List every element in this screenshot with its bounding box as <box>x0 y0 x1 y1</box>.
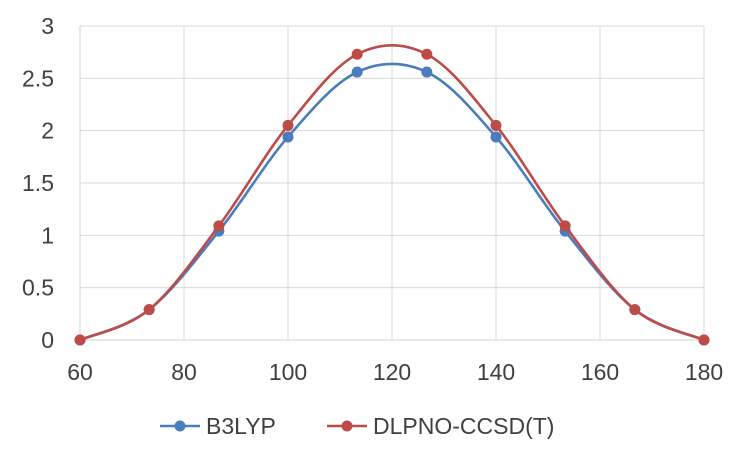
data-point <box>351 66 363 78</box>
data-point <box>490 119 502 131</box>
legend-entry: DLPNO-CCSD(T) <box>327 413 554 439</box>
data-point <box>351 48 363 60</box>
y-tick-label: 0 <box>41 327 54 353</box>
data-point <box>143 304 155 316</box>
x-tick-label: 60 <box>67 359 93 385</box>
y-tick-label: 2 <box>41 118 54 144</box>
data-point <box>213 220 225 232</box>
x-tick-label: 120 <box>373 359 411 385</box>
x-tick-label: 140 <box>477 359 515 385</box>
x-tick-label: 80 <box>171 359 197 385</box>
legend-label: B3LYP <box>206 413 276 439</box>
data-point <box>421 48 433 60</box>
x-tick-labels: 60 80 100 120 140 160 180 <box>67 359 723 385</box>
data-point <box>421 66 433 78</box>
legend-entry: B3LYP <box>160 413 276 439</box>
x-tick-label: 160 <box>581 359 619 385</box>
x-tick-label: 180 <box>685 359 723 385</box>
legend-marker <box>341 420 353 432</box>
series-dlpno-ccsd-t- <box>74 44 710 346</box>
axes <box>79 26 704 341</box>
y-tick-label: 3 <box>41 13 54 39</box>
data-point <box>559 220 571 232</box>
y-tick-label: 1.5 <box>22 170 54 196</box>
series-line <box>79 62 705 342</box>
x-tick-label: 100 <box>269 359 307 385</box>
y-tick-label: 1 <box>41 222 54 248</box>
series-layer <box>74 44 710 346</box>
legend-marker <box>174 420 186 432</box>
data-point <box>698 334 710 346</box>
data-point <box>282 119 294 131</box>
data-point <box>490 131 502 143</box>
legend-label: DLPNO-CCSD(T) <box>373 413 554 439</box>
y-tick-labels: 0 0.5 1 1.5 2 2.5 3 <box>22 13 54 353</box>
series-line <box>79 44 705 342</box>
data-point <box>629 304 641 316</box>
data-point <box>74 334 86 346</box>
y-tick-label: 0.5 <box>22 275 54 301</box>
y-tick-label: 2.5 <box>22 65 54 91</box>
gridlines <box>80 25 705 340</box>
data-point <box>282 131 294 143</box>
legend: B3LYP DLPNO-CCSD(T) <box>160 413 554 439</box>
